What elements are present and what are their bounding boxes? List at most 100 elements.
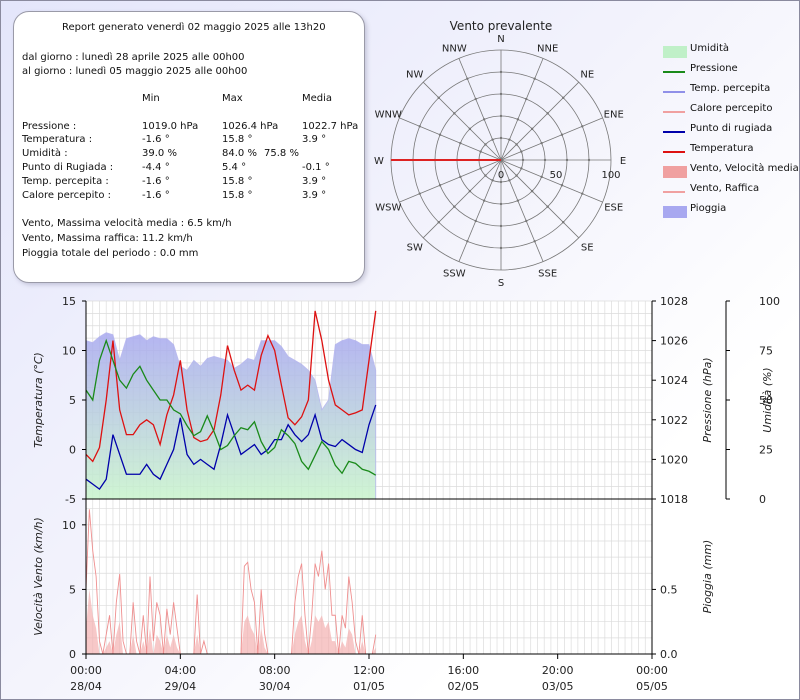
legend-label: Umidità — [690, 43, 730, 54]
row-avg: 3.9 ° — [302, 190, 327, 201]
radar-dot — [459, 141, 462, 145]
radar-dot — [515, 174, 518, 177]
radar-dot — [581, 192, 584, 195]
pressure-tick-label: 1028 — [660, 295, 688, 308]
radar-dot — [499, 180, 503, 184]
radar-spoke — [500, 81, 580, 161]
radar-dot — [484, 174, 487, 177]
humidity-axis-title: Umidità (%) — [761, 367, 774, 432]
radar-spoke — [500, 159, 580, 239]
radar-dot — [587, 158, 591, 162]
row-max: 15.8 ° — [222, 190, 253, 201]
x-tick-date: 29/04 — [164, 680, 196, 693]
radar-dot — [418, 192, 421, 195]
rain-tick-label: 0.0 — [660, 648, 678, 661]
row-min: -4.4 ° — [142, 162, 170, 173]
row-max: 15.8 ° — [222, 176, 253, 187]
header-max: Max — [222, 93, 243, 104]
humidity-tick-label: 25 — [759, 444, 773, 457]
radar-dot — [499, 114, 503, 118]
temperature-tick-label: 10 — [62, 345, 76, 358]
report-from: dal giorno : lunedì 28 aprile 2025 alle … — [22, 52, 245, 63]
legend-swatch — [663, 206, 687, 218]
radar-dot — [499, 92, 503, 96]
radar-spoke — [399, 159, 502, 203]
wind-rose-title: Vento prevalente — [450, 19, 553, 33]
radar-direction-label: NW — [406, 70, 423, 81]
row-label: Temperatura : — [22, 134, 93, 145]
radar-dot — [581, 125, 584, 128]
x-tick-time: 04:00 — [164, 664, 196, 677]
legend-label: Temp. percepita — [690, 83, 771, 94]
radar-dot — [437, 96, 440, 99]
rain-tick-label: 0.5 — [660, 583, 678, 596]
radar-dot — [546, 112, 549, 115]
radar-spoke — [500, 58, 544, 161]
header-avg: Media — [302, 93, 333, 104]
humidity-tick-label: 50 — [759, 394, 773, 407]
radar-dot — [468, 127, 472, 131]
row-label: Pressione : — [22, 121, 77, 132]
temperature-tick-label: 0 — [69, 444, 76, 457]
radar-dot — [437, 221, 440, 224]
legend-swatch — [663, 71, 685, 73]
row-max: 84.0 % — [222, 148, 257, 159]
humidity-tick-label: 0 — [759, 493, 766, 506]
pressure-tick-label: 1024 — [660, 374, 688, 387]
x-tick-time: 00:00 — [70, 664, 102, 677]
radar-dot — [491, 179, 494, 182]
radar-direction-label: W — [374, 156, 384, 167]
wind-gust-text: Vento, Massima raffica: 11.2 km/h — [22, 233, 193, 244]
x-tick-time: 08:00 — [259, 664, 291, 677]
report-to: al giorno : lunedì 05 maggio 2025 alle 0… — [22, 66, 248, 77]
radar-direction-label: ESE — [604, 203, 623, 214]
radar-dot — [516, 199, 520, 202]
radar-tick-label: 50 — [550, 170, 563, 181]
pressure-tick-label: 1026 — [660, 335, 688, 348]
legend-label: Pressione — [690, 63, 738, 74]
legend-item: Calore percepito — [659, 101, 799, 119]
wind-avg-text: Vento, Massima velocità media : 6.5 km/h — [22, 218, 232, 229]
radar-dot — [562, 221, 565, 224]
row-avg: 3.9 ° — [302, 134, 327, 145]
radar-dot — [520, 167, 523, 170]
radar-dot — [508, 138, 511, 141]
row-min: -1.6 ° — [142, 176, 170, 187]
radar-direction-label: SSW — [443, 269, 466, 280]
radar-dot — [530, 127, 534, 131]
legend-item: Punto di rugiada — [659, 121, 799, 139]
row-min: -1.6 ° — [142, 134, 170, 145]
legend-item: Vento, Velocità media — [659, 161, 799, 179]
legend-swatch — [663, 166, 687, 178]
row-label: Umidità : — [22, 148, 68, 159]
radar-spoke — [500, 159, 544, 262]
radar-dot — [466, 77, 469, 80]
x-tick-date: 02/05 — [447, 680, 479, 693]
radar-spoke — [458, 58, 502, 161]
wind-tick-label: 0 — [69, 648, 76, 661]
rain-axis-title: Pioggia (mm) — [701, 540, 714, 614]
legend-swatch — [663, 91, 685, 93]
wind-rose-chart: Vento prevalente N NNE NE ENE E ESE SE SSE S SSW S… — [374, 19, 626, 289]
radar-dot — [484, 143, 487, 146]
report-panel: Report generato venerdì 02 maggio 2025 a… — [13, 11, 365, 283]
row-label: Punto di Rugiada : — [22, 162, 114, 173]
temperature-axis-title: Temperatura (°C) — [32, 352, 45, 448]
radar-tick-label: 100 — [601, 170, 620, 181]
row-avg: 1022.7 hPa — [302, 121, 359, 132]
wind-tick-label: 5 — [69, 583, 76, 596]
radar-direction-label: SSE — [538, 269, 557, 280]
radar-dot — [499, 224, 503, 228]
radar-dot — [540, 175, 543, 179]
row-min: -1.6 ° — [142, 190, 170, 201]
legend-swatch — [663, 46, 687, 58]
row-avg: -0.1 ° — [302, 162, 330, 173]
radar-dot — [499, 202, 503, 206]
radar-dot — [438, 184, 442, 187]
legend-item: Temperatura — [659, 141, 799, 159]
radar-dot — [533, 77, 536, 80]
legend-item: Vento, Raffica — [659, 181, 799, 199]
radar-direction-label: NNE — [537, 43, 558, 54]
x-tick-time: 00:00 — [636, 664, 668, 677]
